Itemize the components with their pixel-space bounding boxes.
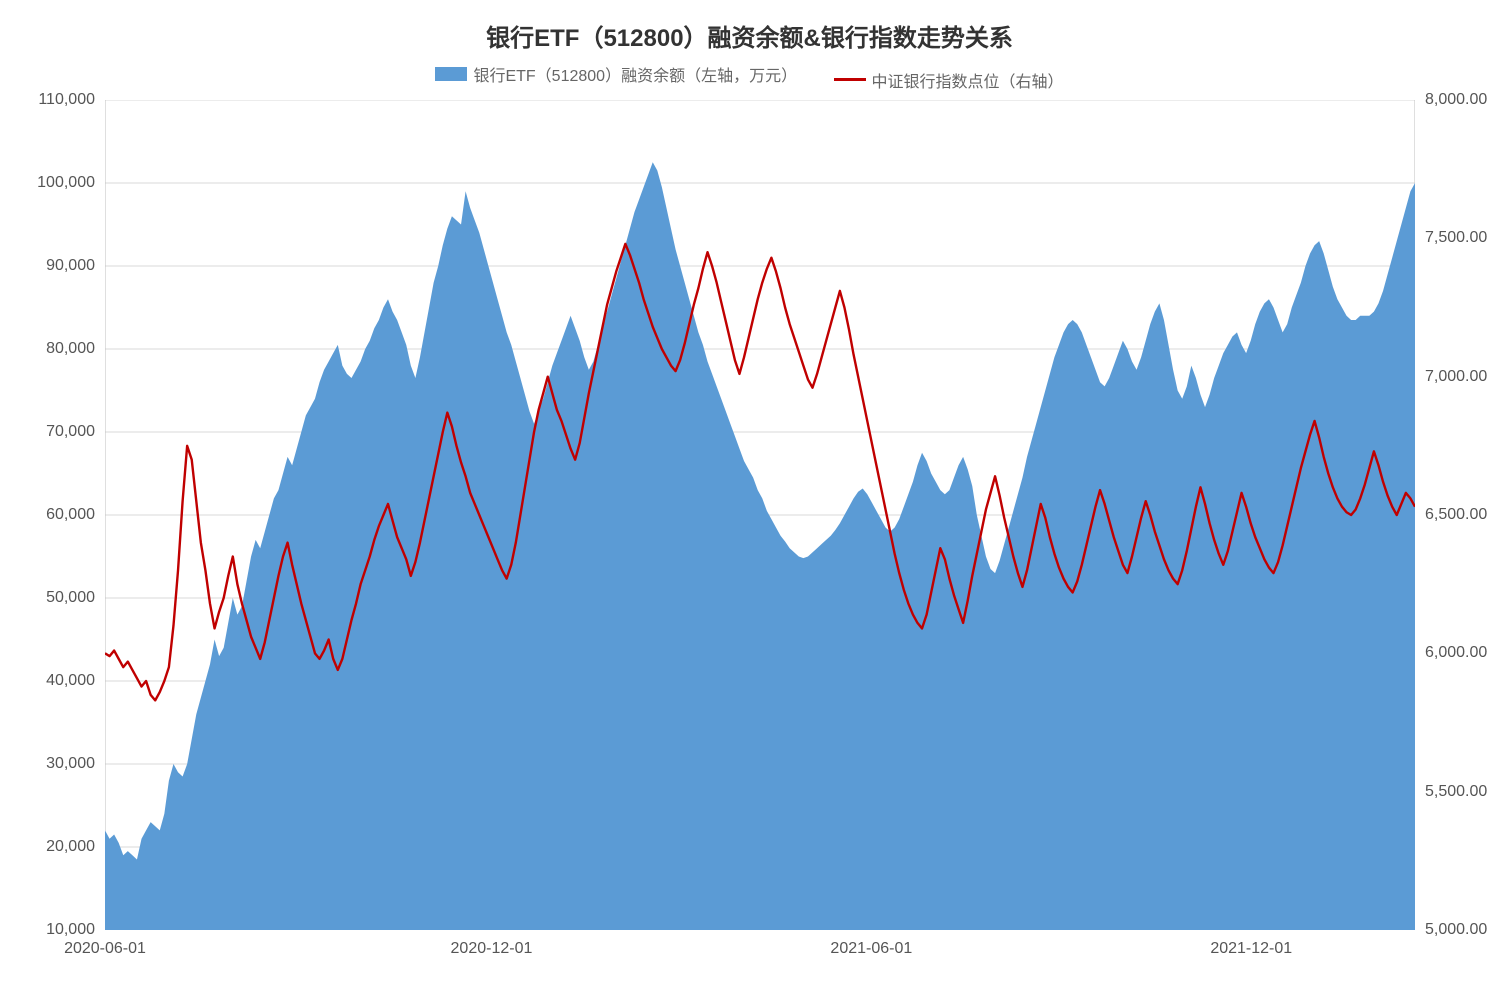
y-right-tick-label: 6,000.00 <box>1425 644 1487 662</box>
legend-swatch-area <box>435 67 467 81</box>
y-right-tick-label: 8,000.00 <box>1425 91 1487 109</box>
y-right-tick-label: 7,500.00 <box>1425 229 1487 247</box>
x-tick-label: 2020-06-01 <box>64 940 146 958</box>
y-left-tick-label: 30,000 <box>46 755 95 773</box>
legend-label-area: 银行ETF（512800）融资余额（左轴，万元） <box>473 62 797 86</box>
y-left-tick-label: 70,000 <box>46 423 95 441</box>
y-left-tick-label: 20,000 <box>46 838 95 856</box>
legend-swatch-line <box>834 78 866 81</box>
y-left-tick-label: 80,000 <box>46 340 95 358</box>
y-right-tick-label: 5,000.00 <box>1425 921 1487 939</box>
y-left-tick-label: 100,000 <box>37 174 95 192</box>
chart-legend: 银行ETF（512800）融资余额（左轴，万元） 中证银行指数点位（右轴） <box>0 62 1499 92</box>
y-left-tick-label: 60,000 <box>46 506 95 524</box>
legend-item-area: 银行ETF（512800）融资余额（左轴，万元） <box>435 62 797 86</box>
y-left-tick-label: 110,000 <box>38 91 95 109</box>
y-left-tick-label: 90,000 <box>46 257 95 275</box>
y-left-tick-label: 10,000 <box>46 921 95 939</box>
x-tick-label: 2021-12-01 <box>1210 940 1292 958</box>
plot-area <box>105 100 1415 930</box>
y-right-tick-label: 5,500.00 <box>1425 783 1487 801</box>
legend-item-line: 中证银行指数点位（右轴） <box>834 68 1064 92</box>
y-left-tick-label: 50,000 <box>46 589 95 607</box>
x-tick-label: 2020-12-01 <box>451 940 533 958</box>
y-right-tick-label: 6,500.00 <box>1425 506 1487 524</box>
x-tick-label: 2021-06-01 <box>830 940 912 958</box>
y-right-tick-label: 7,000.00 <box>1425 368 1487 386</box>
legend-label-line: 中证银行指数点位（右轴） <box>872 68 1064 92</box>
y-left-tick-label: 40,000 <box>46 672 95 690</box>
chart-container: 银行ETF（512800）融资余额&银行指数走势关系 银行ETF（512800）… <box>0 0 1499 985</box>
chart-title: 银行ETF（512800）融资余额&银行指数走势关系 <box>0 18 1499 53</box>
chart-svg <box>105 100 1415 930</box>
